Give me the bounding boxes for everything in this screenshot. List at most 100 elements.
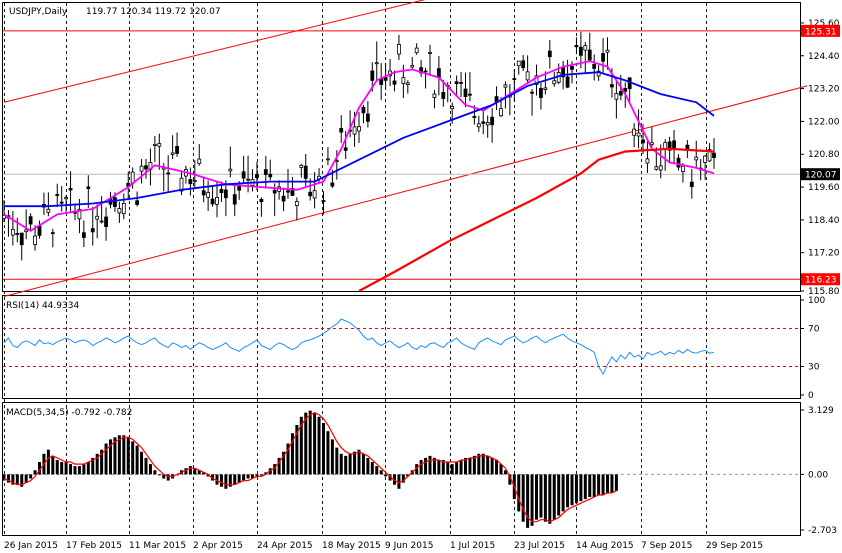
macd-histogram-bar bbox=[113, 437, 117, 475]
candle-body bbox=[405, 82, 410, 85]
macd-tick-label: -2.703 bbox=[808, 526, 837, 536]
macd-histogram-bar bbox=[82, 464, 86, 475]
macd-histogram-bar bbox=[148, 464, 152, 475]
macd-histogram-bar bbox=[166, 474, 170, 481]
candle-body bbox=[144, 165, 148, 170]
macd-histogram-bar bbox=[264, 472, 268, 475]
candle-body bbox=[383, 76, 388, 81]
candle-body bbox=[255, 174, 259, 179]
macd-histogram-bar bbox=[24, 474, 28, 483]
macd-histogram-bar bbox=[144, 457, 148, 475]
candle-body bbox=[592, 64, 597, 69]
candle-body bbox=[201, 190, 206, 196]
macd-histogram-bar bbox=[51, 455, 55, 475]
candle-body bbox=[574, 45, 579, 48]
x-tick-label: 17 Feb 2015 bbox=[66, 541, 122, 551]
macd-histogram-bar bbox=[601, 474, 605, 495]
macd-histogram-bar bbox=[552, 474, 556, 520]
macd-histogram-bar bbox=[441, 459, 445, 475]
macd-histogram-bar bbox=[450, 464, 454, 475]
candle-body bbox=[152, 143, 157, 146]
rsi-tick-label: 70 bbox=[808, 325, 820, 335]
macd-histogram-bar bbox=[415, 464, 419, 475]
macd-histogram-bar bbox=[277, 457, 281, 475]
macd-histogram-bar bbox=[317, 416, 321, 475]
candle-body bbox=[649, 142, 654, 145]
macd-histogram-bar bbox=[95, 453, 99, 475]
candle-body bbox=[263, 169, 268, 175]
macd-histogram-bar bbox=[313, 412, 317, 475]
macd-histogram-bar bbox=[428, 455, 432, 475]
macd-histogram-bar bbox=[557, 474, 561, 516]
candle-body bbox=[223, 189, 228, 199]
candle-body bbox=[605, 49, 610, 53]
candle-body bbox=[281, 195, 286, 202]
macd-plot bbox=[2, 410, 800, 528]
price-y-axis: 125.60 124.40 123.20 122.00 120.80 119.60 118.… bbox=[800, 19, 840, 297]
macd-histogram-bar bbox=[73, 466, 77, 475]
macd-histogram-bar bbox=[393, 474, 396, 485]
rsi-pane-border bbox=[2, 295, 801, 399]
candle-body bbox=[308, 191, 313, 197]
macd-histogram-bar bbox=[15, 474, 19, 485]
macd-histogram-bar bbox=[503, 470, 507, 475]
vertical-gridlines bbox=[4, 3, 707, 535]
macd-signal-line bbox=[3, 412, 617, 523]
macd-title: MACD(5,34,5) -0.792 -0.782 bbox=[6, 408, 132, 418]
x-tick-label: 29 Sep 2015 bbox=[706, 541, 763, 551]
candle-body bbox=[228, 168, 233, 172]
macd-histogram-bar bbox=[20, 474, 24, 487]
rsi-line bbox=[3, 318, 715, 376]
macd-histogram-bar bbox=[131, 441, 135, 475]
macd-histogram-bar bbox=[86, 462, 90, 475]
candle-body bbox=[286, 190, 290, 193]
macd-histogram-bar bbox=[91, 457, 95, 475]
candle-body bbox=[543, 87, 548, 90]
macd-histogram-bar bbox=[388, 474, 392, 481]
moving-average-line bbox=[358, 147, 715, 292]
macd-histogram-bar bbox=[122, 435, 126, 475]
macd-histogram-bar bbox=[517, 474, 521, 512]
candle-body bbox=[166, 172, 171, 175]
candle-body bbox=[339, 127, 344, 133]
macd-histogram-bar bbox=[29, 474, 33, 479]
macd-histogram-bar bbox=[606, 474, 609, 493]
price-level-tag bbox=[801, 24, 840, 37]
candle-body bbox=[490, 116, 495, 126]
macd-histogram-bar bbox=[290, 433, 294, 475]
candle-body bbox=[441, 91, 446, 99]
macd-histogram-bar bbox=[535, 474, 538, 520]
candle-body bbox=[343, 147, 348, 151]
price-ohlc-readout: 119.77 120.34 119.72 120.07 bbox=[86, 7, 221, 17]
macd-histogram-bar bbox=[308, 410, 312, 475]
candle-body bbox=[130, 171, 135, 184]
x-tick-label: 9 Jun 2015 bbox=[385, 541, 433, 551]
candle-body bbox=[623, 88, 628, 92]
macd-histogram-bar bbox=[295, 425, 299, 475]
macd-histogram-bar bbox=[526, 474, 530, 528]
candle-body bbox=[241, 171, 246, 179]
macd-histogram-bar bbox=[543, 474, 547, 522]
candle-body bbox=[206, 192, 211, 198]
trend-channel-line bbox=[3, 85, 808, 297]
candle-body bbox=[179, 177, 184, 192]
candle-body bbox=[215, 196, 219, 205]
macd-histogram-bar bbox=[566, 474, 570, 508]
macd-histogram-bar bbox=[401, 474, 405, 483]
candle-body bbox=[55, 194, 60, 196]
macd-histogram-bar bbox=[508, 474, 512, 485]
macd-histogram-bar bbox=[437, 459, 441, 475]
rsi-title: RSI(14) 44.9334 bbox=[6, 301, 79, 311]
price-plot bbox=[2, 0, 808, 297]
candle-body bbox=[104, 216, 108, 227]
candle-body bbox=[374, 62, 379, 65]
rsi-tick-label: 30 bbox=[808, 363, 820, 373]
macd-histogram-bar bbox=[242, 474, 246, 481]
candle-body bbox=[86, 186, 91, 189]
candle-body bbox=[303, 165, 308, 179]
macd-histogram-bar bbox=[574, 474, 578, 504]
candle-body bbox=[636, 132, 641, 137]
candle-body bbox=[618, 90, 623, 96]
candle-body bbox=[601, 53, 605, 62]
macd-histogram-bar bbox=[282, 451, 286, 475]
